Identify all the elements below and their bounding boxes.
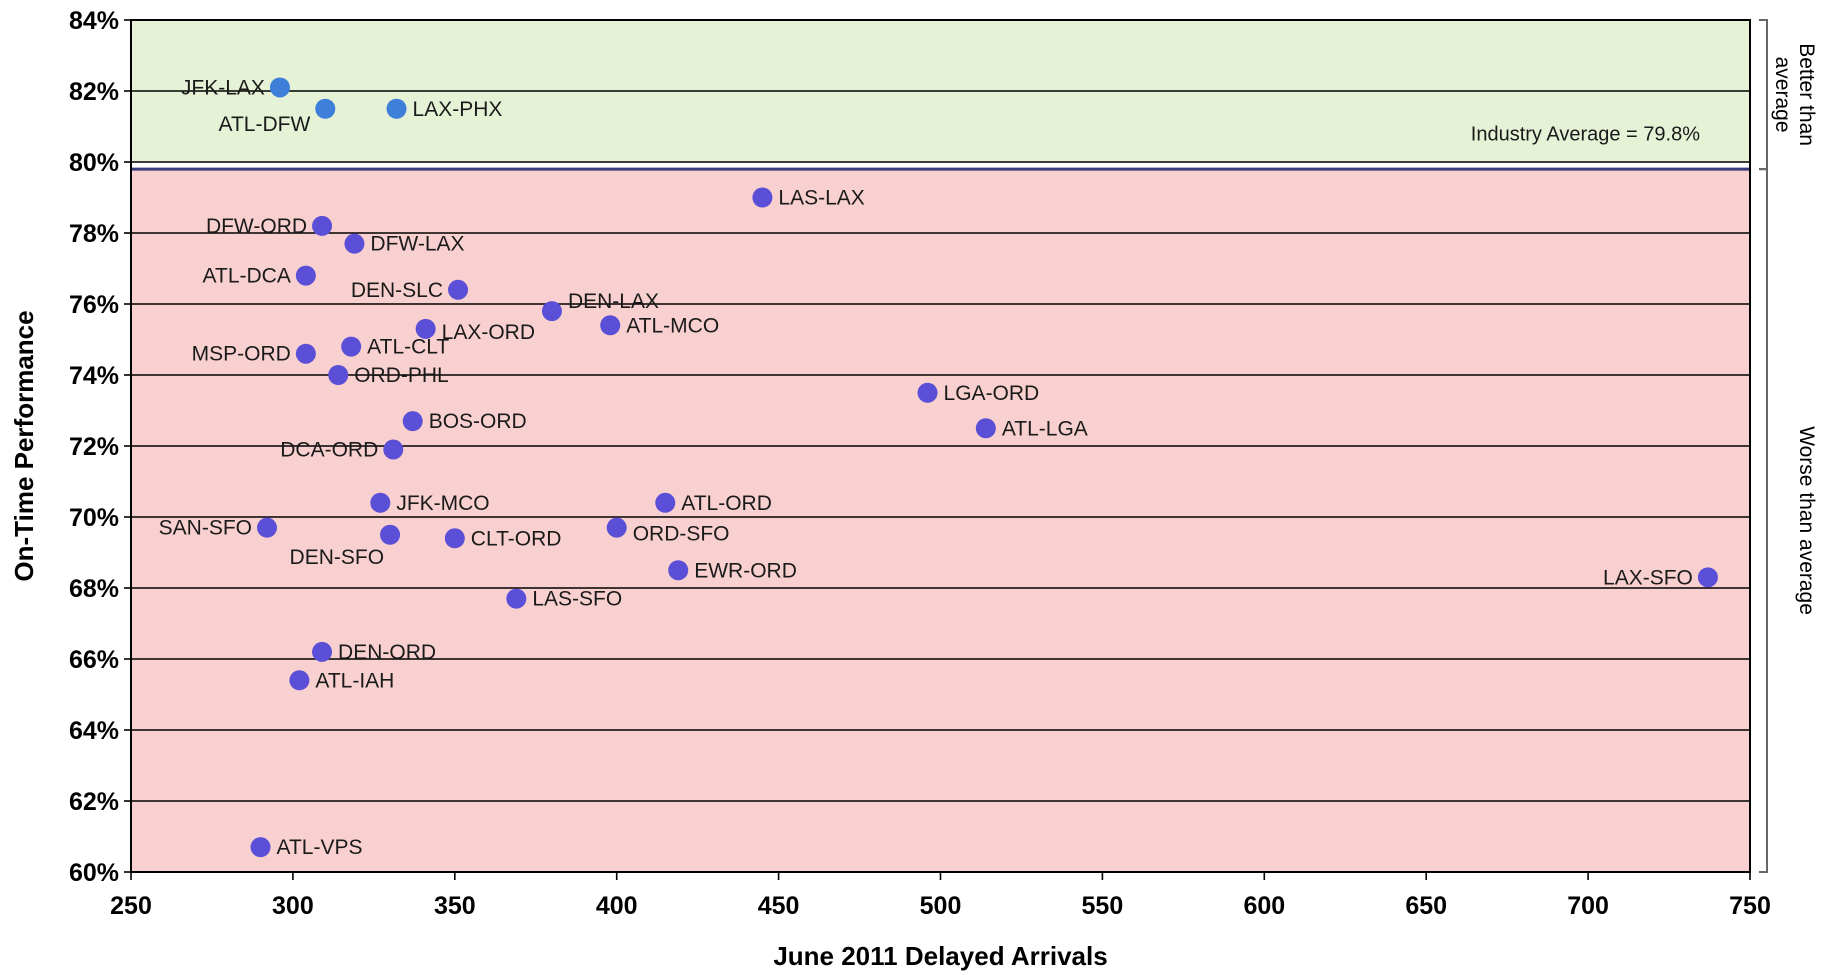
point-label: LAS-SFO: [532, 588, 622, 611]
point-label: MSP-ORD: [192, 343, 291, 366]
y-tick-label: 84%: [69, 7, 119, 35]
point-label: ATL-DCA: [203, 265, 291, 288]
x-tick-label: 600: [1243, 892, 1285, 920]
x-tick-label: 350: [434, 892, 476, 920]
point-label: DEN-SFO: [290, 546, 385, 569]
data-point: [328, 365, 349, 385]
point-label: LGA-ORD: [944, 382, 1040, 405]
point-label: DEN-SLC: [351, 279, 443, 302]
data-point: [383, 439, 404, 460]
point-label: JFK-LAX: [181, 76, 265, 99]
data-point: [600, 315, 621, 336]
data-point: [312, 641, 333, 662]
point-label: ATL-DFW: [219, 113, 311, 136]
point-label: DFW-LAX: [370, 233, 464, 256]
point-label: ATL-IAH: [315, 669, 394, 692]
point-label: ORD-PHL: [354, 364, 449, 387]
average-band: [131, 162, 1750, 170]
x-tick-label: 250: [110, 892, 152, 920]
region-brackets: [1759, 19, 1768, 873]
y-tick-label: 82%: [69, 78, 119, 106]
better-than-average-label-line2: average: [1771, 57, 1794, 133]
y-tick-label: 74%: [69, 362, 119, 390]
point-label: ATL-VPS: [277, 836, 363, 859]
plot-regions: [131, 20, 1750, 873]
y-tick-label: 76%: [69, 291, 119, 319]
point-label: JFK-MCO: [396, 492, 489, 515]
data-point: [315, 98, 336, 119]
data-point: [668, 560, 689, 581]
x-axis-title: June 2011 Delayed Arrivals: [773, 941, 1107, 971]
point-label: DEN-ORD: [338, 641, 436, 664]
point-label: ATL-LGA: [1002, 417, 1088, 440]
point-label: CLT-ORD: [471, 527, 562, 550]
point-label: LAX-PHX: [413, 98, 503, 121]
point-label: SAN-SFO: [159, 517, 252, 540]
worse-than-average-region: [131, 169, 1750, 873]
y-tick-label: 66%: [69, 646, 119, 674]
y-tick-label: 62%: [69, 788, 119, 816]
worse-bracket: [1759, 168, 1768, 873]
data-point: [295, 343, 316, 364]
y-tick-label: 78%: [69, 220, 119, 248]
x-tick-label: 750: [1729, 892, 1771, 920]
point-label: DCA-ORD: [280, 439, 378, 462]
x-tick-label: 450: [758, 892, 800, 920]
better-bracket: [1759, 19, 1768, 171]
data-point: [289, 670, 310, 691]
data-point: [415, 318, 436, 339]
point-label: LAX-SFO: [1603, 566, 1693, 589]
data-point: [448, 279, 469, 300]
data-point: [444, 528, 465, 549]
data-point: [344, 233, 365, 254]
data-point: [752, 187, 773, 208]
worse-than-average-label: Worse than average: [1795, 426, 1818, 615]
x-tick-label: 300: [272, 892, 314, 920]
y-tick-label: 60%: [69, 859, 119, 887]
y-tick-label: 72%: [69, 433, 119, 461]
data-point: [541, 301, 562, 322]
data-point: [402, 411, 423, 432]
data-point: [370, 492, 391, 513]
x-tick-label: 500: [920, 892, 962, 920]
data-point: [975, 418, 996, 439]
point-label: ATL-CLT: [367, 336, 449, 359]
point-label: LAS-LAX: [778, 187, 864, 210]
data-point: [341, 336, 362, 357]
data-point: [312, 215, 333, 236]
industry-average-label: Industry Average = 79.8%: [1471, 124, 1700, 146]
axis-ticks: 60% 62% 64% 66% 68% 70% 72% 74% 76% 78% 80% 82% 84% 2…: [69, 7, 1771, 920]
x-tick-label: 650: [1405, 892, 1447, 920]
point-label: DFW-ORD: [206, 215, 307, 238]
data-point: [380, 524, 401, 545]
data-point: [1697, 567, 1718, 588]
data-point: [386, 98, 407, 119]
data-point: [269, 77, 290, 98]
y-axis-title: On-Time Performance: [9, 310, 39, 581]
data-point: [917, 382, 938, 403]
point-label: ATL-MCO: [626, 314, 719, 337]
point-label: LAX-ORD: [442, 321, 535, 344]
x-tick-label: 400: [596, 892, 638, 920]
point-label: ATL-ORD: [681, 492, 772, 515]
y-tick-label: 64%: [69, 717, 119, 745]
data-point: [506, 588, 527, 609]
x-tick-label: 550: [1082, 892, 1124, 920]
y-tick-label: 70%: [69, 504, 119, 532]
data-point: [606, 517, 627, 538]
point-label: BOS-ORD: [429, 410, 527, 433]
data-point: [295, 265, 316, 286]
y-tick-label: 80%: [69, 149, 119, 177]
data-points: JFK-LAX ATL-DFW LAX-PHX LAS-LAX DFW-ORD DFW-L…: [159, 76, 1718, 859]
data-point: [250, 837, 271, 858]
data-point: [655, 492, 676, 513]
point-label: EWR-ORD: [694, 559, 797, 582]
point-label: DEN-LAX: [568, 290, 659, 313]
x-tick-label: 700: [1567, 892, 1609, 920]
data-point: [256, 517, 277, 538]
better-than-average-label-line1: Better than: [1795, 43, 1818, 146]
point-label: ORD-SFO: [633, 523, 730, 546]
y-tick-label: 68%: [69, 575, 119, 603]
